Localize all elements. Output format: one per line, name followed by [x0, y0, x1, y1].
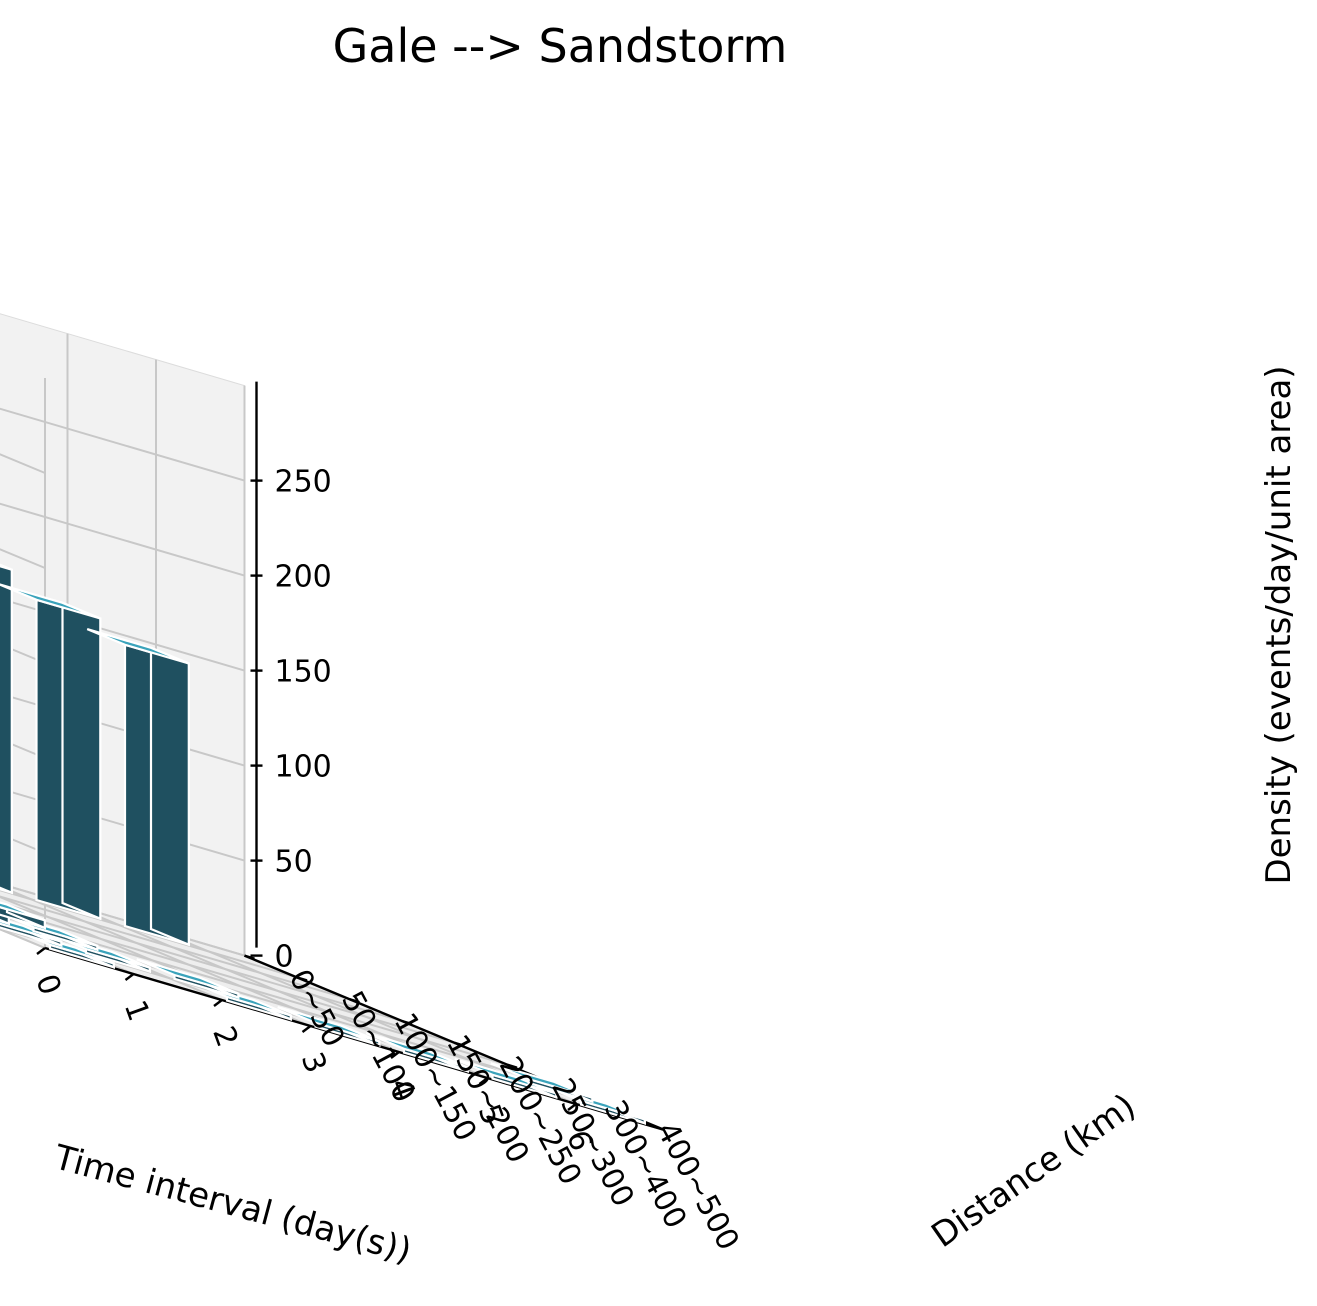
bar	[454, 1058, 558, 1099]
z-tick-label: 200	[275, 560, 332, 595]
x-tick-mark	[478, 1077, 489, 1085]
bar	[0, 901, 46, 930]
bar	[136, 958, 240, 1000]
bar-top	[277, 1006, 380, 1043]
grid-line	[0, 908, 455, 1044]
bar-face	[149, 646, 190, 947]
z-tick-label: 0	[275, 940, 294, 975]
grid-line	[0, 895, 350, 1001]
bar-top	[86, 628, 190, 665]
bar	[365, 1032, 469, 1073]
z-tick-label: 100	[275, 750, 332, 785]
x-tick-mark	[124, 973, 135, 981]
bar-top	[136, 958, 239, 995]
y-tick-mark	[349, 998, 360, 1004]
x-tick-mark	[390, 1051, 400, 1059]
x-tick-mark	[301, 1025, 312, 1033]
z-axis-label: Density (events/day/unit area)	[1259, 365, 1299, 884]
x-tick-mark	[567, 1103, 577, 1111]
chart-title: Gale --> Sandstorm	[333, 19, 788, 73]
x-tick-label: 2	[205, 1022, 244, 1052]
bar	[277, 1006, 381, 1047]
x-tick-label: 3	[294, 1048, 333, 1078]
bar	[0, 563, 13, 895]
bars-group	[0, 563, 646, 1125]
y-tick-mark	[244, 954, 255, 960]
grid-line	[0, 914, 508, 1066]
bar-top	[0, 583, 101, 620]
bar-top	[490, 1062, 593, 1099]
z-tick-label: 250	[275, 465, 332, 500]
y-tick-mark	[296, 976, 308, 982]
x-tick-label: 1	[117, 996, 156, 1026]
z-tick-label: 150	[275, 655, 332, 690]
bar-top	[454, 1058, 557, 1095]
y-tick-mark	[506, 1063, 518, 1069]
grid-line	[0, 407, 245, 482]
bar-top	[0, 563, 13, 571]
z-tick-label: 50	[275, 845, 313, 880]
bar-top	[365, 1032, 469, 1069]
bar-face	[61, 601, 102, 921]
grid-line	[0, 901, 403, 1022]
grid-line	[0, 889, 298, 979]
y-axis-label: Distance (km)	[924, 1086, 1143, 1256]
bar	[86, 628, 190, 947]
bar-top	[0, 917, 62, 943]
x-tick-mark	[36, 947, 46, 955]
bar	[490, 1062, 594, 1104]
x-axis-label: Time interval (day(s))	[49, 1137, 416, 1271]
y-tick-mark	[401, 1019, 413, 1026]
x-tick-mark	[213, 999, 223, 1007]
bar	[0, 583, 102, 921]
x-tick-label: 0	[28, 970, 67, 1000]
grid-line	[0, 502, 245, 577]
bar-face	[0, 563, 13, 895]
y-tick-mark	[454, 1041, 465, 1047]
bar-top	[0, 901, 46, 922]
